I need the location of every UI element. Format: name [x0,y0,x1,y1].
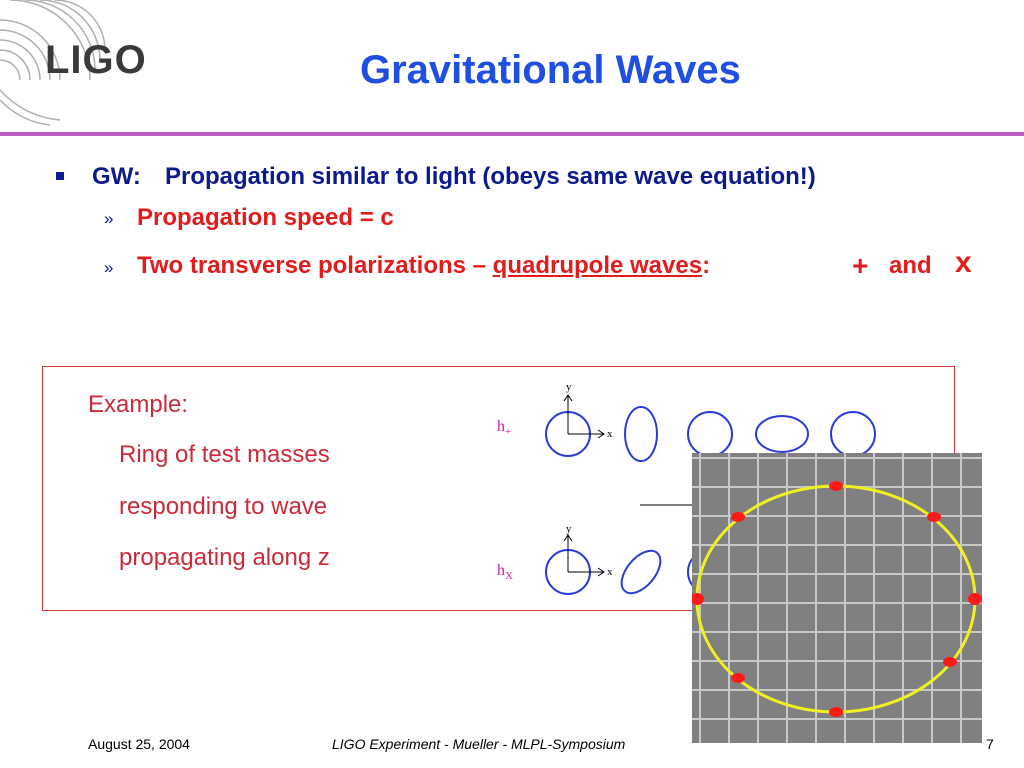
quadrupole-waves-link[interactable]: quadrupole waves [492,252,703,279]
ring-icon [687,411,733,457]
ring-icon [620,549,662,595]
sub-bullet-marker: » [104,209,114,228]
h-cross-label: hX [497,562,513,582]
example-line: Ring of test masses [119,441,330,468]
polarizations-colon: : [702,252,711,279]
ring-icon [830,411,876,457]
footer-date: August 25, 2004 [88,736,190,752]
bullet-text: Propagation similar to light (obeys same… [165,163,816,190]
title-divider [0,132,1024,136]
footer-title: LIGO Experiment - Mueller - MLPL-Symposi… [332,736,626,752]
h-plus-subscript: + [505,426,512,439]
h-cross-subscript: X [505,570,513,583]
test-mass [731,673,745,683]
h-cross-letter: h [497,562,505,579]
test-mass [943,657,957,667]
h-plus-label: h+ [497,418,511,438]
and-word: and [889,252,932,279]
axis-x-label: x [607,566,613,578]
ring-icon [755,415,809,453]
test-mass [927,512,941,522]
sub-bullet-polarizations: Two transverse polarizations – quadrupol… [137,252,710,280]
sub-bullet-speed: Propagation speed = c [137,204,394,231]
footer-page-number: 7 [986,736,994,752]
test-mass [829,707,843,717]
ring-icon [624,406,658,462]
example-line: propagating along z [119,544,330,571]
example-line: responding to wave [119,493,328,520]
bullet-lead: GW: [92,163,141,190]
slide-title: Gravitational Waves [360,48,741,92]
test-mass [829,481,843,491]
sub-bullet-marker: » [104,258,114,277]
test-mass [731,512,745,522]
square-bullet-icon [56,172,64,180]
axis-x-label: x [607,428,613,440]
plus-polarization-symbol: + [852,250,869,281]
polarizations-prefix: Two transverse polarizations – [137,252,493,279]
test-mass [968,593,982,605]
test-mass-ring-animation [692,453,982,743]
ligo-logo: LIGO [45,38,147,82]
cross-polarization-symbol: x [955,246,972,279]
logo-arcs-graphic [0,0,106,126]
axis-y-label: y [566,523,572,535]
axis-y-label: y [566,381,572,393]
test-mass [692,593,704,605]
example-label: Example: [88,391,189,418]
h-plus-letter: h [497,418,505,435]
